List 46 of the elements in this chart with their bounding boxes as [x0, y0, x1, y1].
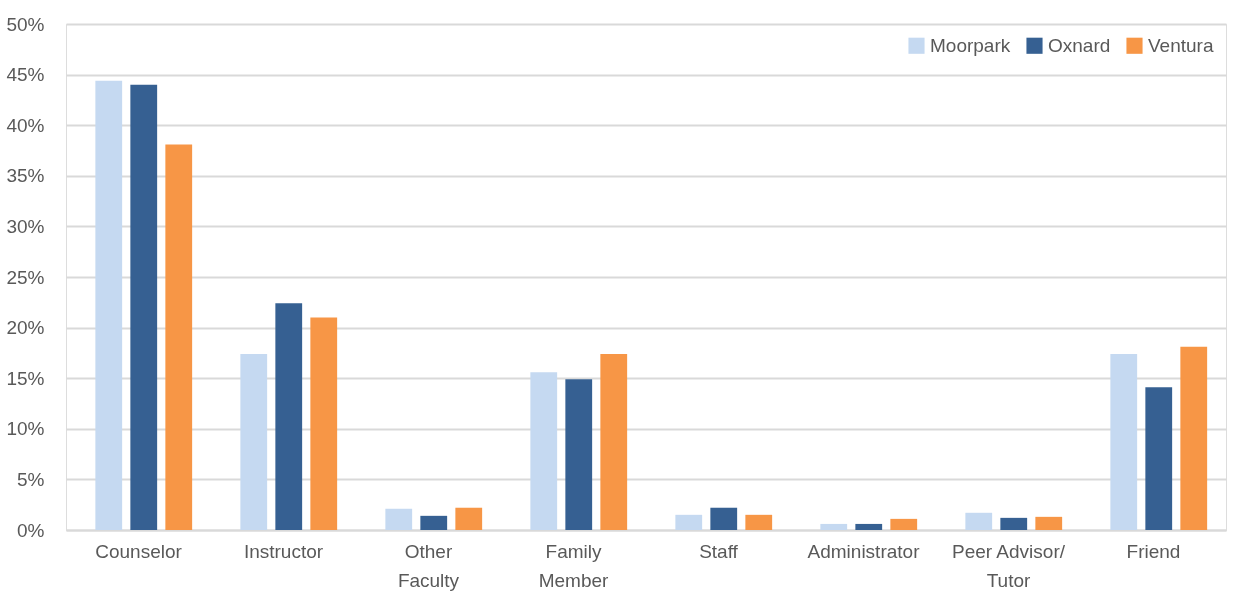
bar	[275, 303, 303, 530]
bar	[965, 512, 993, 530]
bar	[745, 514, 773, 530]
y-tick-label: 40%	[6, 114, 45, 136]
bar	[855, 523, 883, 530]
x-tick-label: Instructor	[243, 540, 324, 562]
y-tick-label: 20%	[6, 317, 45, 339]
y-tick-label: 5%	[17, 468, 45, 490]
bar	[710, 507, 738, 530]
legend-label: Moorpark	[930, 34, 1011, 56]
x-tick-label: Administrator	[807, 540, 921, 562]
bar	[530, 372, 558, 530]
bar	[1000, 517, 1028, 530]
x-tick-label: Staff	[699, 540, 739, 562]
bar	[165, 144, 193, 530]
x-tick-label: Counselor	[95, 540, 183, 562]
bar	[1180, 346, 1208, 530]
bar	[420, 515, 448, 530]
bar	[385, 508, 413, 530]
y-tick-label: 30%	[6, 215, 45, 237]
y-tick-label: 0%	[17, 519, 45, 541]
y-tick-label: 25%	[6, 266, 45, 288]
bar	[1035, 516, 1063, 530]
bar	[310, 317, 338, 530]
bar	[1110, 353, 1138, 530]
y-tick-label: 50%	[6, 13, 45, 35]
legend-label: Oxnard	[1048, 34, 1111, 56]
bar	[95, 80, 123, 530]
bar	[890, 518, 918, 530]
bar	[820, 523, 848, 530]
bar	[240, 353, 268, 530]
y-tick-label: 45%	[6, 64, 45, 86]
legend-label: Ventura	[1148, 34, 1214, 56]
x-tick-label: Family Member	[538, 540, 610, 591]
x-tick-label: Other Faculty	[397, 540, 460, 591]
bar	[130, 84, 158, 530]
y-tick-label: 10%	[6, 418, 45, 440]
bar	[600, 353, 628, 530]
x-tick-label: Friend	[1126, 540, 1181, 562]
bar	[565, 379, 593, 530]
y-tick-label: 15%	[6, 367, 45, 389]
bar	[675, 514, 703, 530]
bar	[1145, 387, 1173, 530]
bar	[455, 507, 483, 530]
x-tick-label: Peer Advisor/ Tutor	[952, 540, 1066, 591]
y-tick-label: 35%	[6, 165, 45, 187]
